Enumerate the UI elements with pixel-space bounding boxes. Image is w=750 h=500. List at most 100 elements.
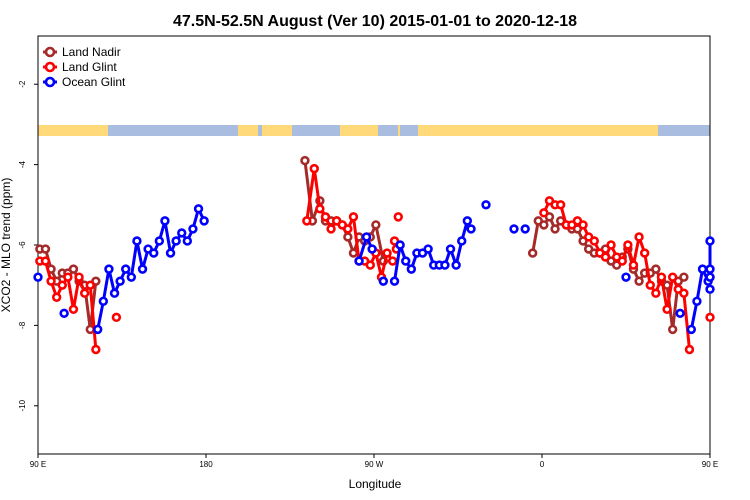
ocean-glint-point [692, 296, 702, 306]
y-tick-label: -4 [18, 161, 27, 169]
land-glint-point [57, 280, 67, 290]
ocean-glint-point [705, 272, 715, 282]
land-glint-point [600, 252, 611, 262]
ocean-glint-point [686, 324, 697, 335]
land-nadir-point [300, 155, 310, 166]
land-glint-point [387, 256, 398, 266]
ocean-glint-point [126, 272, 137, 282]
land-nadir-point [679, 272, 689, 282]
ocean-glint-point [149, 248, 159, 258]
land-glint-point [51, 292, 62, 302]
land-glint-point [667, 272, 678, 282]
ocean-glint-point [109, 288, 120, 298]
land-glint-point [302, 216, 312, 226]
land-glint-point [656, 272, 667, 282]
land-glint-point [326, 224, 336, 234]
ocean-glint-point [451, 260, 461, 270]
land-nadir-point [343, 232, 353, 242]
land-nadir-point [651, 264, 661, 274]
ocean-glint-point [401, 256, 411, 266]
ocean-glint-point [705, 264, 715, 274]
ocean-glint-point [509, 224, 519, 234]
ocean-glint-point [462, 216, 473, 226]
ocean-glint-point [154, 236, 165, 246]
ocean-glint-point [445, 244, 456, 254]
legend-label: Land Glint [62, 60, 117, 74]
land-nadir-point [348, 248, 359, 258]
ocean-glint-point [115, 276, 125, 286]
land-glint-point [382, 248, 392, 258]
land-nadir-point [371, 220, 381, 230]
world-map-strip [38, 125, 710, 136]
ocean-glint-point [705, 284, 715, 294]
land-glint-point [74, 272, 84, 282]
ocean-glint-point [389, 276, 400, 286]
ocean-glint-point [98, 296, 109, 306]
land-nadir-point [40, 244, 51, 254]
land-glint-point [111, 312, 122, 323]
map-strip-ocean [658, 125, 710, 136]
land-glint-point [606, 240, 616, 250]
ocean-glint-point [440, 260, 450, 270]
y-tick-label: -10 [18, 399, 27, 411]
ocean-glint-point [104, 264, 114, 274]
legend-swatch-marker [44, 46, 56, 58]
ocean-glint-point [361, 232, 372, 242]
x-tick-label: 180 [199, 460, 213, 469]
ocean-glint-point [705, 236, 715, 246]
land-nadir-point [634, 276, 644, 286]
land-glint-point [365, 260, 375, 270]
land-glint-point [393, 212, 403, 222]
land-glint-point [539, 208, 549, 218]
land-glint-point [645, 280, 655, 290]
land-glint-point [343, 224, 353, 234]
land-glint-point [320, 212, 331, 222]
land-glint-point [589, 236, 599, 246]
land-glint-point [348, 212, 359, 222]
land-glint-point [46, 276, 56, 286]
ocean-glint-point [354, 256, 364, 266]
ocean-glint-point [466, 224, 476, 234]
ocean-glint-point [367, 244, 377, 254]
y-axis: -2 -4 -6 -8 -10 [18, 80, 38, 412]
land-glint-point [684, 344, 695, 355]
ocean-glint-point [520, 224, 530, 234]
map-strip-ocean [378, 125, 398, 136]
y-tick-label: -8 [18, 321, 27, 329]
land-glint-point [309, 163, 319, 174]
chart-title: 47.5N-52.5N August (Ver 10) 2015-01-01 t… [173, 13, 577, 30]
ocean-glint-point [395, 240, 405, 250]
x-tick-label: 90 E [702, 460, 718, 469]
land-nadir-point [667, 324, 678, 335]
ocean-glint-point [193, 204, 204, 214]
land-glint-point [315, 204, 325, 214]
land-glint-point [662, 304, 672, 315]
ocean-glint-point [378, 276, 389, 286]
ocean-glint-point [621, 272, 631, 282]
land-glint-point [628, 260, 639, 270]
land-glint-point [679, 288, 689, 298]
x-tick-label: 90 E [30, 460, 46, 469]
ocean-glint-point [132, 236, 142, 246]
legend-label: Land Nadir [62, 45, 121, 59]
land-glint-point [651, 288, 661, 298]
land-glint-point [79, 288, 90, 298]
ocean-glint-point [423, 244, 433, 254]
y-tick-label: -6 [18, 241, 27, 249]
ocean-glint-point [697, 264, 708, 274]
ocean-glint-point [406, 264, 417, 274]
land-nadir-point [527, 248, 538, 258]
map-strip-ocean [292, 125, 340, 136]
ocean-glint-point [457, 236, 467, 246]
map-strip-ocean [400, 125, 418, 136]
land-glint-point [85, 280, 95, 290]
land-glint-point [40, 256, 51, 266]
land-nadir-point [550, 224, 560, 234]
series-layer [33, 155, 715, 355]
land-glint-point [634, 232, 644, 242]
land-glint-point [555, 200, 566, 210]
map-strip-ocean [108, 125, 238, 136]
ocean-glint-point [199, 216, 209, 226]
